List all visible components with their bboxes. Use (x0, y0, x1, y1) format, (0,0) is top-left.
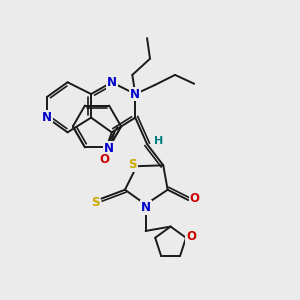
Text: O: O (190, 192, 200, 205)
Text: N: N (141, 201, 151, 214)
Text: S: S (128, 158, 136, 171)
Text: N: N (107, 76, 117, 89)
Text: H: H (154, 136, 163, 146)
Text: S: S (91, 196, 99, 209)
Text: N: N (42, 111, 52, 124)
Text: N: N (130, 88, 140, 100)
Text: O: O (99, 153, 110, 166)
Text: N: N (104, 142, 114, 155)
Text: O: O (186, 230, 196, 243)
